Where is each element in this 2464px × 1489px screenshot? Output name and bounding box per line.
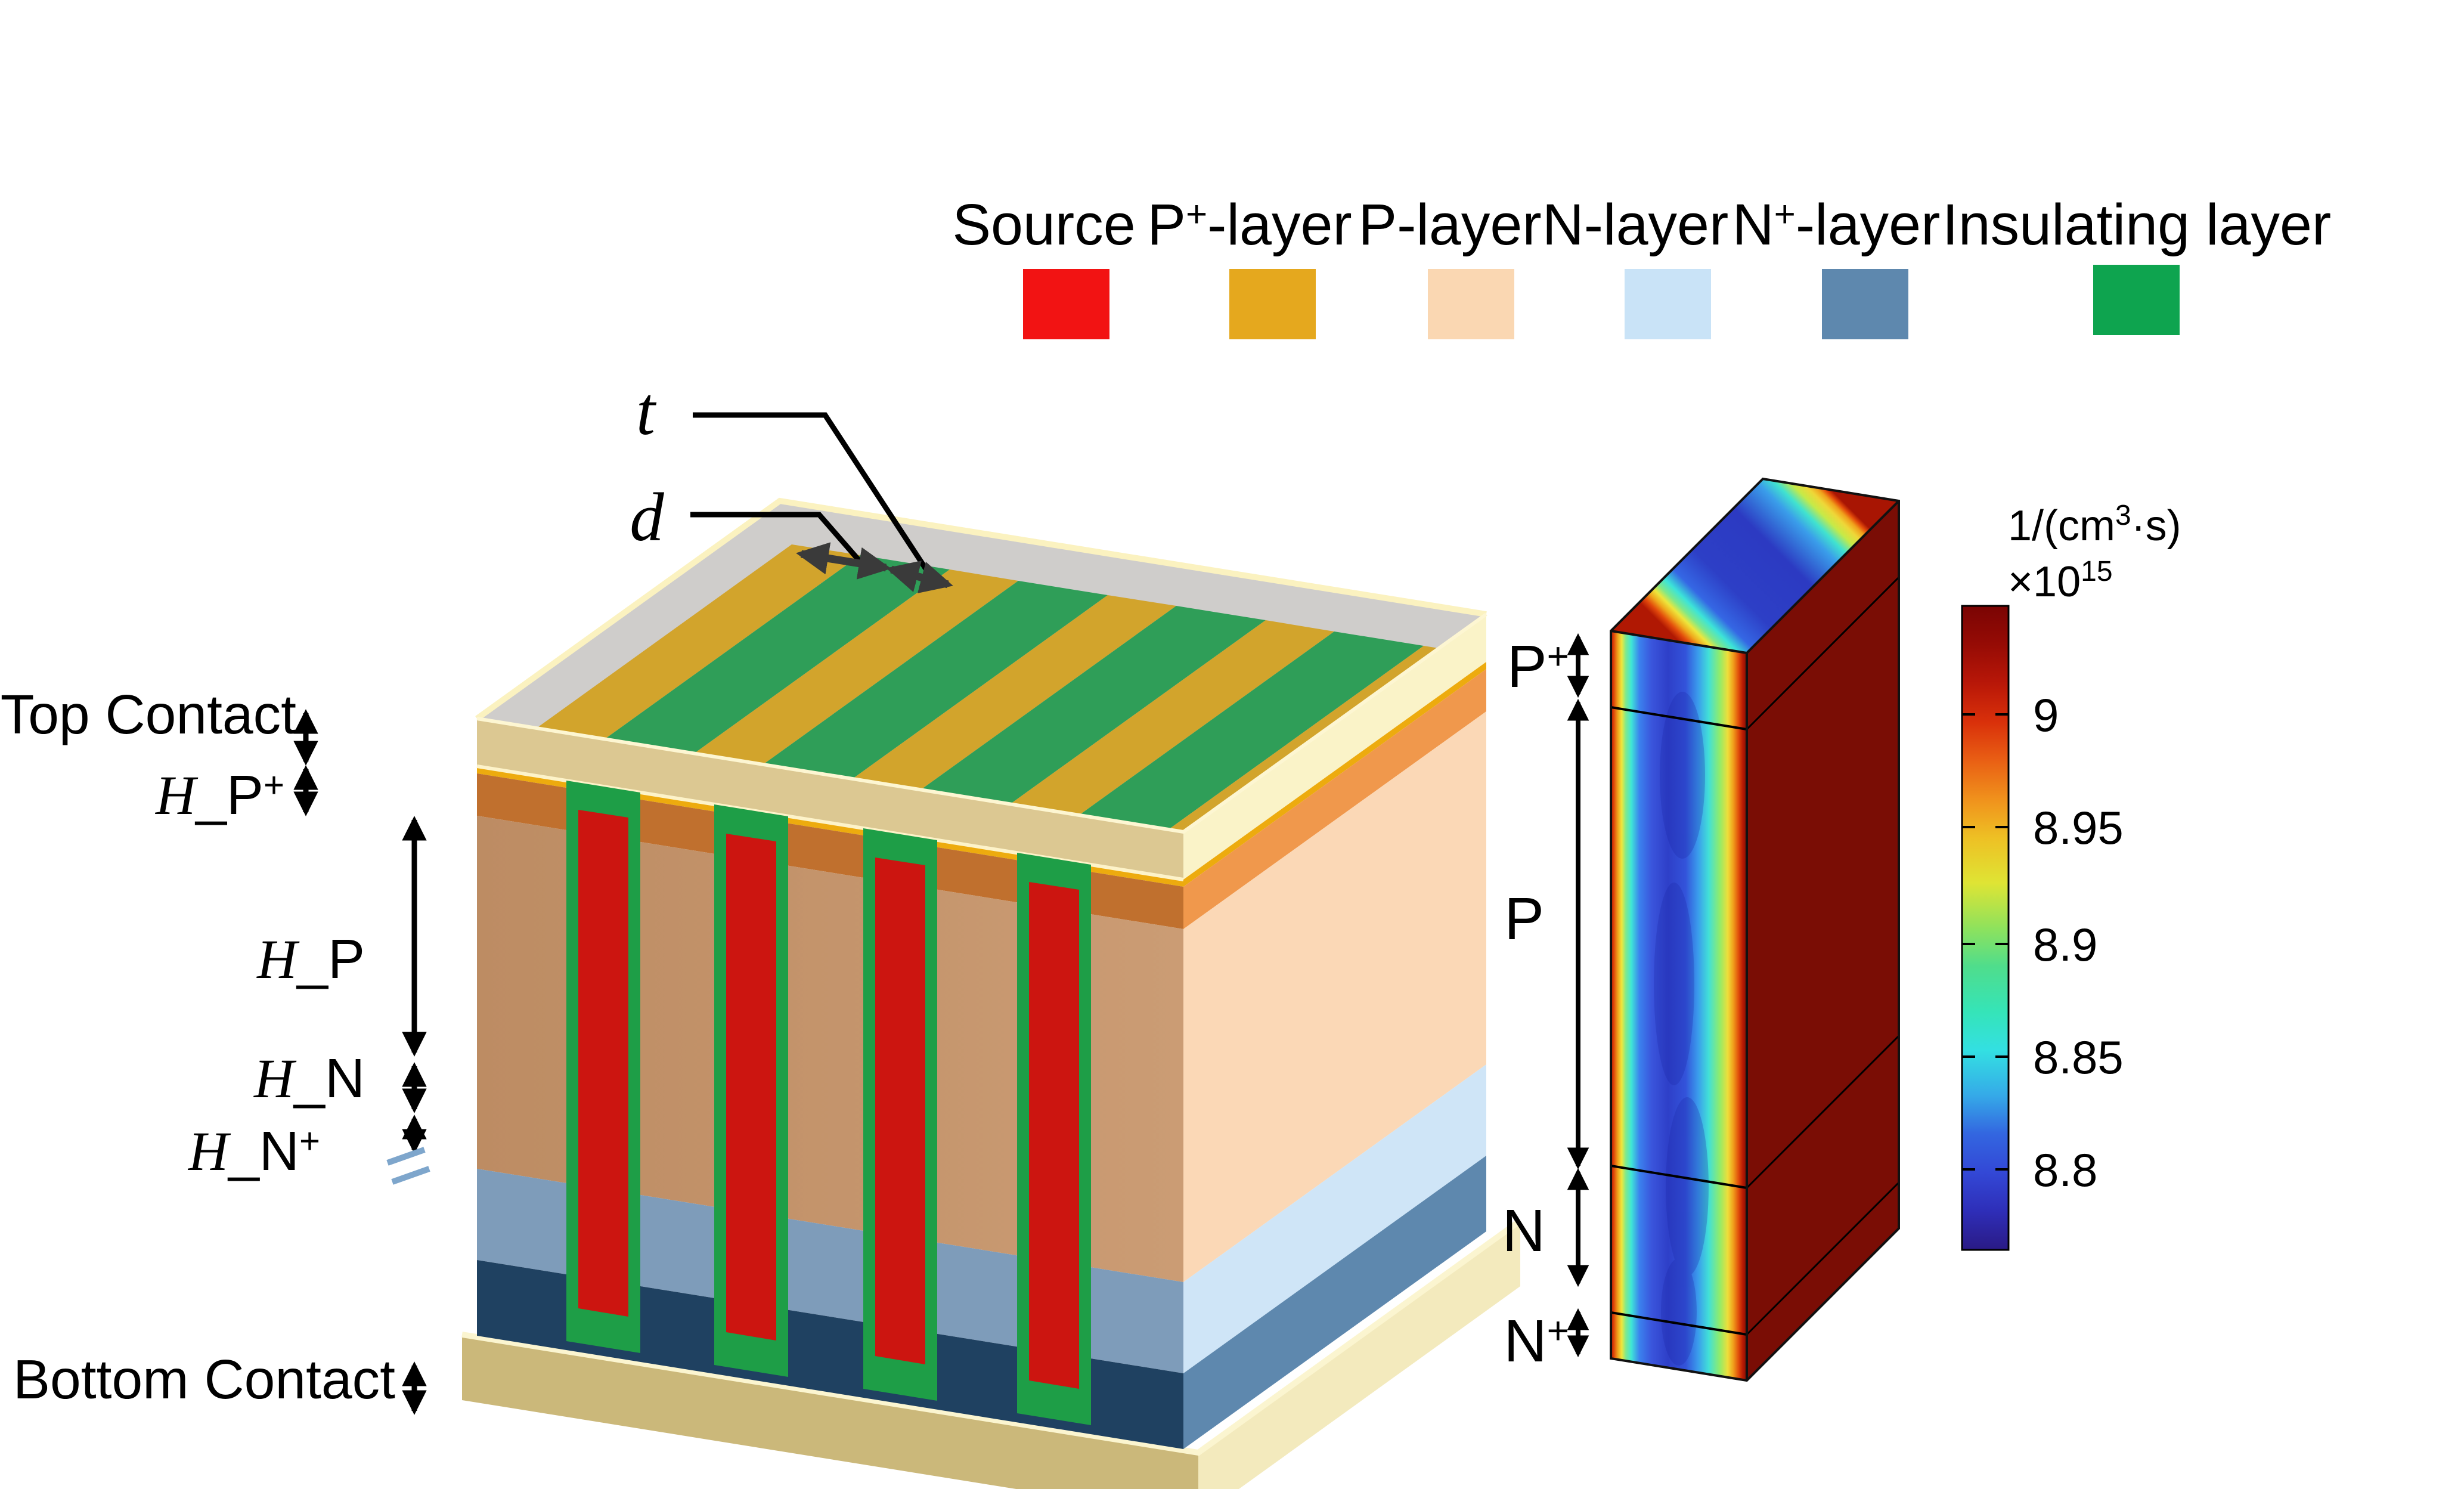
bar2-source bbox=[726, 834, 776, 1341]
top-stripe-green bbox=[921, 606, 1266, 804]
legend-label-p: P-layer bbox=[1358, 192, 1541, 257]
bottom-slab-top-edge-highlight bbox=[461, 1218, 1522, 1456]
break-mark bbox=[386, 1147, 426, 1166]
sim-slab-mottling bbox=[1654, 692, 1709, 1366]
colorbar-ticks bbox=[1962, 713, 2009, 1171]
legend-swatch-n bbox=[1625, 269, 1711, 339]
h-p-plus-label: H_P+ bbox=[155, 764, 284, 826]
bar3-source bbox=[875, 858, 925, 1364]
n-side-face bbox=[1183, 1064, 1486, 1373]
bottom-contact-slab bbox=[461, 1218, 1522, 1489]
sim-label-p: P bbox=[1504, 886, 1544, 952]
colorbar-tick-label: 9 bbox=[2033, 689, 2059, 741]
p-plus-front-face bbox=[477, 773, 1183, 929]
break-mark bbox=[391, 1166, 430, 1185]
legend-label-n-plus: N+-layer bbox=[1732, 192, 1941, 257]
sim-pplus-p-boundary bbox=[1610, 706, 1747, 730]
p-plus-side-face bbox=[1183, 669, 1486, 929]
t-label: t bbox=[636, 373, 657, 449]
sim-p-n-boundary bbox=[1610, 1165, 1747, 1189]
top-slab-front-edge-highlight bbox=[476, 612, 1487, 834]
stripe-dimension-annotations: t d bbox=[630, 373, 953, 593]
top-stripe-gold bbox=[695, 569, 1018, 764]
legend-swatch-p-plus bbox=[1229, 269, 1316, 339]
source-bars bbox=[566, 781, 1091, 1425]
top-stripe-green bbox=[605, 555, 950, 753]
bottom-slab-right-face bbox=[1198, 1221, 1520, 1489]
p-front-face bbox=[477, 816, 1183, 1282]
h-p-label: H_P bbox=[256, 928, 365, 990]
legend: Source P+-layer P-layer N-layer N+-layer… bbox=[952, 192, 2331, 339]
mottle-patch bbox=[1660, 692, 1705, 859]
h-n-label: H_N bbox=[253, 1047, 365, 1110]
simulation-slab-annotations: P+ P N N+ bbox=[1502, 633, 1589, 1375]
t-leader-line bbox=[693, 412, 936, 583]
p-plus-gold-lip-side bbox=[1183, 662, 1486, 887]
top-stripe-gold bbox=[1169, 646, 1439, 832]
d-measure-arrow bbox=[796, 542, 891, 580]
d-label: d bbox=[630, 479, 664, 555]
h-n-plus-label: H_N+ bbox=[188, 1120, 320, 1182]
top-slab-back-edge-highlight bbox=[475, 497, 1487, 722]
sim-side-boundary bbox=[1746, 1035, 1900, 1189]
top-contact-side-face bbox=[1183, 614, 1486, 880]
legend-swatch-p bbox=[1428, 269, 1514, 339]
mottle-patch bbox=[1666, 1097, 1709, 1276]
simulation-slab bbox=[1610, 477, 1900, 1382]
legend-swatch-insulating bbox=[2093, 265, 2180, 335]
bottom-slab-left-face bbox=[462, 1335, 1198, 1489]
sim-side-boundary bbox=[1746, 1181, 1900, 1336]
colorbar-multiplier: ×1015 bbox=[2008, 556, 2113, 606]
legend-label-insulating: Insulating layer bbox=[1942, 192, 2331, 257]
bottom-contact-label: Bottom Contact bbox=[13, 1348, 395, 1410]
top-stripe-gold bbox=[853, 595, 1176, 790]
sim-slab-front-face bbox=[1611, 631, 1747, 1380]
legend-swatch-n-plus bbox=[1822, 269, 1908, 339]
sim-side-boundary bbox=[1746, 576, 1900, 730]
top-stripe-green bbox=[1079, 631, 1424, 829]
sim-n-nplus-boundary bbox=[1610, 1311, 1747, 1336]
top-contact-label: Top Contact bbox=[1, 683, 296, 745]
bar1-source bbox=[578, 810, 628, 1317]
legend-swatch-source bbox=[1023, 269, 1109, 339]
sim-label-n-plus: N+ bbox=[1504, 1308, 1569, 1375]
sim-slab-outline bbox=[1610, 477, 1900, 1382]
legend-label-n: N-layer bbox=[1542, 192, 1729, 257]
colorbar-tick-label: 8.9 bbox=[2033, 918, 2097, 971]
mottle-patch bbox=[1661, 1258, 1697, 1366]
n-front-face bbox=[477, 1169, 1183, 1373]
colorbar: 1/(cm3·s) ×1015 9 8.95 8.9 8.85 8.8 bbox=[1961, 500, 2181, 1251]
legend-label-p-plus: P+-layer bbox=[1147, 192, 1352, 257]
colorbar-tick-label: 8.8 bbox=[2033, 1144, 2097, 1196]
top-contact-front-face bbox=[477, 719, 1183, 880]
layer-height-annotations: Top Contact H_P+ H_P H_N H_N+ Bottom Con… bbox=[1, 683, 430, 1415]
colorbar-tick-label: 8.95 bbox=[2033, 801, 2124, 854]
n-plus-front-face bbox=[477, 1260, 1183, 1449]
cube-left-face bbox=[476, 719, 1184, 1449]
sim-label-p-plus: P+ bbox=[1507, 633, 1569, 700]
cube-right-face bbox=[1183, 614, 1486, 1449]
bar4-source bbox=[1029, 882, 1079, 1389]
colorbar-tick-label: 8.85 bbox=[2033, 1031, 2124, 1084]
n-plus-side-face bbox=[1183, 1156, 1486, 1449]
mottle-patch bbox=[1654, 883, 1694, 1085]
cube-top-face bbox=[475, 497, 1487, 834]
colorbar-unit: 1/(cm3·s) bbox=[2008, 500, 2181, 550]
colorbar-gradient-bar bbox=[1961, 605, 2010, 1251]
top-stripe-green bbox=[763, 581, 1108, 779]
top-stripe-gold bbox=[1011, 620, 1334, 815]
p-side-face bbox=[1183, 711, 1486, 1282]
sim-label-n: N bbox=[1502, 1197, 1545, 1264]
legend-label-source: Source bbox=[952, 192, 1135, 257]
scale-break-marks bbox=[386, 1147, 430, 1185]
t-measure-arrow bbox=[886, 561, 953, 593]
sim-slab-side-face bbox=[1747, 501, 1899, 1380]
sim-slab-top-face bbox=[1611, 479, 1899, 653]
top-stripe-gold bbox=[537, 544, 860, 739]
